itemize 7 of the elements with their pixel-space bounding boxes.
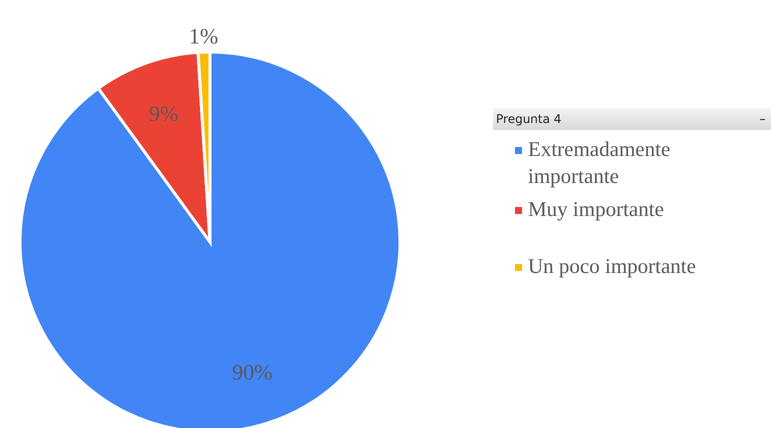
data-label: 1% bbox=[188, 24, 218, 49]
legend-label: Extremadamente importante bbox=[528, 136, 672, 190]
data-label: 90% bbox=[232, 360, 272, 385]
data-label: 9% bbox=[148, 100, 178, 126]
legend-label: Muy importante bbox=[528, 196, 665, 223]
legend-title: Pregunta 4 bbox=[496, 112, 562, 126]
legend-label: Un poco importante bbox=[528, 253, 697, 280]
